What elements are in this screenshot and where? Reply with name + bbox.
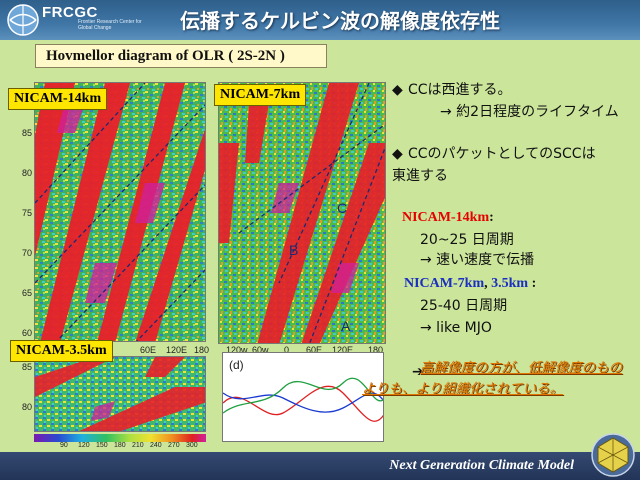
colorbar bbox=[34, 434, 206, 442]
logo-text: FRCGC bbox=[42, 4, 98, 21]
text-n7-mjo: → like MJO bbox=[420, 320, 492, 336]
colorbar-tick: 270 bbox=[168, 442, 180, 449]
nicam-7km-heading: NICAM-7km, 3.5km : bbox=[404, 274, 536, 294]
colorbar-tick: 180 bbox=[114, 442, 126, 449]
logo-subtext: Frontier Research Center for Global Chan… bbox=[78, 19, 142, 31]
x-tick-7km: 120E bbox=[332, 345, 354, 355]
header-bar: FRCGC Frontier Research Center for Globa… bbox=[0, 0, 640, 40]
x-tick-14km: 180 bbox=[194, 345, 210, 355]
colorbar-tick: 90 bbox=[60, 442, 68, 449]
footer-bar: Next Generation Climate Model bbox=[0, 452, 640, 480]
nicam-7km-colon: : bbox=[528, 276, 537, 291]
colorbar-tick: 150 bbox=[96, 442, 108, 449]
conclusion-text: 高解像度の方が、低解像度のものよりも、より組織化されている。 bbox=[362, 360, 623, 397]
text-b2-line1: CCのパケットとしてのSCCは bbox=[408, 146, 596, 162]
label-nicam-3-5km: NICAM-3.5km bbox=[10, 340, 113, 362]
x-tick-7km: 60E bbox=[306, 345, 323, 355]
hovmoller-image-7km: C B A bbox=[219, 83, 385, 343]
slide-subtitle: Hovmellor diagram of OLR ( 2S-2N ) bbox=[35, 44, 327, 68]
line-plot-d-label: (d) bbox=[229, 358, 244, 372]
marker-c: C bbox=[337, 200, 347, 216]
y-tick-3-5km: 80 bbox=[22, 402, 33, 412]
y-tick-14km: 85 bbox=[22, 128, 33, 138]
colorbar-tick: 300 bbox=[186, 442, 198, 449]
y-tick-3-5km: 85 bbox=[22, 362, 33, 372]
nicam-3-5km-text: 3.5km bbox=[491, 276, 529, 291]
hovmoller-plot-3-5km bbox=[34, 356, 206, 432]
x-tick-7km: 60w bbox=[252, 345, 269, 355]
frcgc-globe-icon bbox=[7, 4, 39, 36]
label-nicam-14km: NICAM-14km bbox=[8, 88, 108, 110]
hovmoller-image-3-5km bbox=[35, 357, 205, 431]
hovmoller-plot-14km bbox=[34, 82, 206, 342]
y-tick-14km: 70 bbox=[22, 248, 33, 258]
y-tick-14km: 75 bbox=[22, 208, 33, 218]
line-plot-d-image: (d) bbox=[223, 358, 383, 422]
nicam-14km-heading: NICAM-14km: bbox=[402, 208, 494, 228]
text-b2-line2: 東進する bbox=[392, 168, 448, 184]
text-n14-period: 20~25 日周期 bbox=[420, 232, 514, 248]
colorbar-tick: 120 bbox=[78, 442, 90, 449]
text-n14-speed: → 速い速度で伝播 bbox=[420, 252, 535, 268]
text-n7-period: 25-40 日周期 bbox=[420, 298, 508, 314]
marker-a: A bbox=[341, 318, 351, 334]
label-nicam-7km: NICAM-7km bbox=[214, 84, 307, 106]
x-tick-14km: 120E bbox=[166, 345, 188, 355]
footer-text: Next Generation Climate Model bbox=[389, 458, 574, 473]
line-plot-d: (d) bbox=[222, 352, 384, 442]
content-panel: Hovmellor diagram of OLR ( 2S-2N ) bbox=[0, 40, 640, 452]
y-tick-14km: 65 bbox=[22, 288, 33, 298]
colorbar-tick: 240 bbox=[150, 442, 162, 449]
nicam-14km-colon: : bbox=[489, 210, 494, 225]
x-tick-14km: 60E bbox=[140, 345, 157, 355]
hovmoller-plot-7km: C B A bbox=[218, 82, 386, 344]
y-tick-14km: 80 bbox=[22, 168, 33, 178]
nicam-14km-text: NICAM-14km bbox=[402, 210, 490, 225]
nicam-7km-text: NICAM-7km bbox=[404, 276, 485, 291]
icosahedron-emblem-icon bbox=[591, 433, 635, 477]
text-b1-line1: CCは西進する。 bbox=[408, 82, 512, 98]
colorbar-tick: 210 bbox=[132, 442, 144, 449]
x-tick-7km: 180 bbox=[368, 345, 384, 355]
diamond-bullet-icon: ◆ bbox=[392, 146, 403, 162]
page-title: 伝播するケルビン波の解像度依存性 bbox=[180, 9, 500, 33]
y-tick-14km: 60 bbox=[22, 328, 33, 338]
diamond-bullet-icon: ◆ bbox=[392, 82, 403, 98]
marker-b: B bbox=[289, 242, 298, 258]
hovmoller-image-14km bbox=[35, 83, 205, 341]
x-tick-7km: 0 bbox=[284, 345, 290, 355]
text-b1-line2: → 約2日程度のライフタイム bbox=[440, 104, 619, 120]
nicam-7km-separator: , bbox=[484, 276, 492, 291]
conclusion-arrow-icon: ➔ bbox=[412, 364, 424, 380]
x-tick-7km: 120w bbox=[226, 345, 248, 355]
